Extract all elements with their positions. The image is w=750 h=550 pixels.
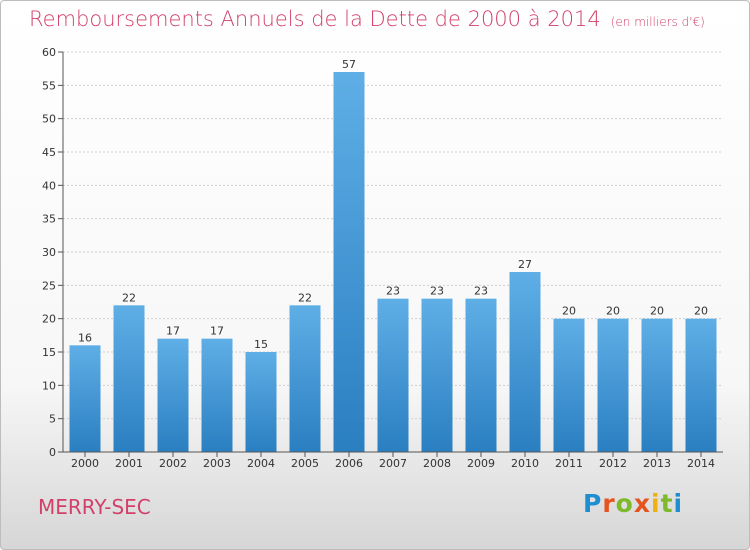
y-tick-label: 10 [42,379,56,392]
bar [641,318,673,452]
x-tick-label: 2009 [467,457,495,470]
commune-name: MERRY-SEC [38,495,151,519]
bar [201,338,233,452]
bar-value-label: 27 [518,258,532,271]
x-tick-label: 2002 [159,457,187,470]
x-tick-label: 2011 [555,457,583,470]
y-tick-label: 50 [42,113,56,126]
x-tick-label: 2004 [247,457,275,470]
x-tick-label: 2014 [687,457,715,470]
x-tick-label: 2000 [71,457,99,470]
chart-title-text: Remboursements Annuels de la Dette de 20… [29,7,601,31]
bar [245,352,277,452]
x-tick-label: 2010 [511,457,539,470]
bar-value-label: 20 [694,305,708,318]
logo-letter: i [673,489,684,518]
x-tick-label: 2013 [643,457,671,470]
y-tick-label: 20 [42,313,56,326]
bar-value-label: 23 [430,285,444,298]
x-tick-label: 2001 [115,457,143,470]
bar-value-label: 23 [386,285,400,298]
y-tick-label: 45 [42,146,56,159]
bar-value-label: 20 [606,305,620,318]
axis-layer: 0 5 10 15 20 25 30 35 40 45 50 55 60 2000 2001 2002 2003… [42,46,723,470]
bar-value-label: 22 [298,291,312,304]
bar-value-label: 15 [254,338,268,351]
bar-value-label: 20 [650,305,664,318]
y-tick-label: 25 [42,279,56,292]
bar-value-label: 17 [210,325,224,338]
x-tick-label: 2003 [203,457,231,470]
y-tick-label: 5 [49,413,56,426]
bar [377,298,409,452]
bar [421,298,453,452]
logo-letter: x [633,489,651,518]
bar [289,305,321,452]
logo-letter: i [651,489,661,518]
bar-value-label: 22 [122,291,136,304]
bar-value-label: 16 [78,331,92,344]
bar [553,318,585,452]
x-tick-label: 2012 [599,457,627,470]
y-tick-label: 30 [42,246,56,259]
y-tick-label: 40 [42,179,56,192]
logo-letter: r [602,489,616,518]
x-tick-label: 2007 [379,457,407,470]
chart-title: Remboursements Annuels de la Dette de 20… [29,7,705,31]
x-tick-label: 2006 [335,457,363,470]
bar [333,72,365,452]
y-tick-label: 0 [49,446,56,459]
logo-letter: P [583,489,603,518]
logo-letter: o [615,489,634,518]
bar-value-label: 17 [166,325,180,338]
x-tick-label: 2008 [423,457,451,470]
bar-value-label: 23 [474,285,488,298]
bars-layer: 16 22 17 17 15 22 57 23 23 23 27 20 20 20 20 [69,58,717,452]
y-tick-label: 55 [42,79,56,92]
bar [113,305,145,452]
bar-chart: 16 22 17 17 15 22 57 23 23 23 27 20 20 20 20 0 5 10 15 20 2… [42,46,723,470]
proxiti-logo: Proxiti [583,489,683,518]
bar [69,345,101,452]
bar [685,318,717,452]
bar-value-label: 20 [562,305,576,318]
y-tick-label: 60 [42,46,56,59]
bar-value-label: 57 [342,58,356,71]
x-tick-label: 2005 [291,457,319,470]
bar [465,298,497,452]
bar [597,318,629,452]
bar [509,272,541,452]
bar [157,338,189,452]
y-tick-label: 35 [42,213,56,226]
chart-subtitle: (en milliers d'€) [610,15,705,29]
logo-letter: t [660,489,674,518]
y-tick-label: 15 [42,346,56,359]
